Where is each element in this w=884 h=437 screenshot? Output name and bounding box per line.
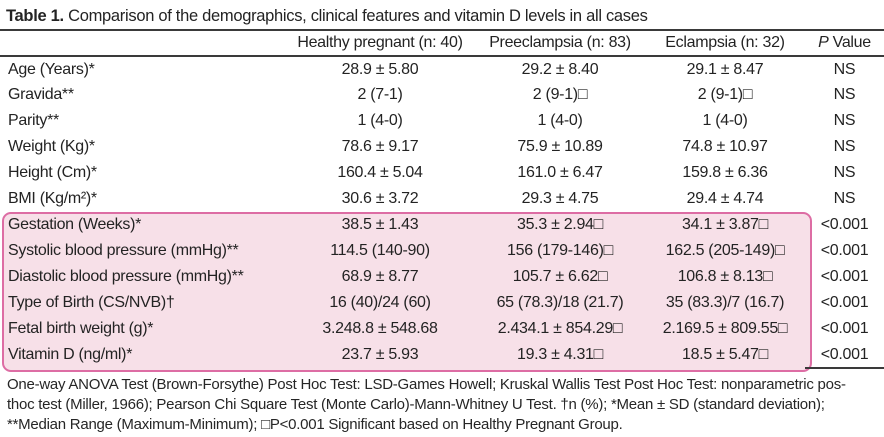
row-label: Height (Cm)* xyxy=(8,164,97,181)
healthy-value: 2 (7-1) xyxy=(357,86,403,103)
eclampsia-value: 106.8 ± 8.13□ xyxy=(677,268,773,285)
healthy-value: 114.5 (140-90) xyxy=(330,242,430,259)
healthy-value: 28.9 ± 5.80 xyxy=(341,60,419,78)
table-footnotes: One-way ANOVA Test (Brown-Forsythe) Post… xyxy=(0,369,884,435)
table-number: Table 1. xyxy=(6,7,64,25)
healthy-value: 78.6 ± 9.17 xyxy=(341,138,419,155)
footnote-line: One-way ANOVA Test (Brown-Forsythe) Post… xyxy=(7,376,846,393)
row-label: Gravida** xyxy=(8,86,74,103)
p-value: NS xyxy=(833,138,856,155)
preeclampsia-value: 29.2 ± 8.40 xyxy=(521,60,599,78)
preeclampsia-value: 19.3 ± 4.31□ xyxy=(516,346,604,363)
preeclampsia-value: 2 (9-1)□ xyxy=(532,86,588,103)
healthy-value: 1 (4-0) xyxy=(357,112,403,129)
header-preeclampsia: Preeclampsia (n: 83) xyxy=(475,31,645,57)
table-row: Parity** 1 (4-0) 1 (4-0) 1 (4-0) NS xyxy=(0,108,884,134)
p-value: <0.001 xyxy=(820,294,869,311)
row-label: Gestation (Weeks)* xyxy=(8,216,142,233)
table-row-highlighted: Fetal birth weight (g)* 3.248.8 ± 548.68… xyxy=(0,316,884,342)
table-row-highlighted: Type of Birth (CS/NVB)† 16 (40)/24 (60) … xyxy=(0,290,884,316)
preeclampsia-value: 35.3 ± 2.94□ xyxy=(516,216,604,233)
row-label: BMI (Kg/m²)* xyxy=(8,190,97,207)
eclampsia-value: 2.169.5 ± 809.55□ xyxy=(662,320,788,337)
table-row-highlighted: Diastolic blood pressure (mmHg)** 68.9 ±… xyxy=(0,264,884,290)
p-value: NS xyxy=(833,112,856,129)
eclampsia-value: 29.4 ± 4.74 xyxy=(686,190,764,207)
p-value: <0.001 xyxy=(820,268,869,285)
row-label: Parity** xyxy=(8,112,59,129)
row-label: Age (Years)* xyxy=(8,60,95,78)
row-label: Systolic blood pressure (mmHg)** xyxy=(8,242,239,259)
preeclampsia-value: 2.434.1 ± 854.29□ xyxy=(497,320,623,337)
table-row-highlighted: Vitamin D (ng/ml)* 23.7 ± 5.93 19.3 ± 4.… xyxy=(0,342,884,369)
row-label: Vitamin D (ng/ml)* xyxy=(8,346,133,363)
table-row: Gravida** 2 (7-1) 2 (9-1)□ 2 (9-1)□ NS xyxy=(0,82,884,108)
footnote-line: **Median Range (Maximum-Minimum); □P<0.0… xyxy=(7,416,623,433)
table-row: Weight (Kg)* 78.6 ± 9.17 75.9 ± 10.89 74… xyxy=(0,134,884,160)
p-value-italic-p: P xyxy=(818,34,829,51)
eclampsia-value: 1 (4-0) xyxy=(702,112,748,129)
eclampsia-value: 2 (9-1)□ xyxy=(697,86,753,103)
p-value: <0.001 xyxy=(820,216,869,233)
p-value: NS xyxy=(833,86,856,103)
header-empty xyxy=(0,31,285,57)
eclampsia-value: 34.1 ± 3.87□ xyxy=(681,216,769,233)
table-caption-text: Comparison of the demographics, clinical… xyxy=(63,7,648,25)
healthy-value: 3.248.8 ± 548.68 xyxy=(322,320,438,337)
healthy-value: 160.4 ± 5.04 xyxy=(337,164,423,181)
preeclampsia-value: 29.3 ± 4.75 xyxy=(521,190,599,207)
healthy-value: 16 (40)/24 (60) xyxy=(329,294,431,311)
preeclampsia-value: 156 (179-146)□ xyxy=(507,242,613,259)
eclampsia-value: 35 (83.3)/7 (16.7) xyxy=(665,294,785,311)
p-value: NS xyxy=(833,164,856,181)
eclampsia-value: 29.1 ± 8.47 xyxy=(686,60,764,78)
header-eclampsia: Eclampsia (n: 32) xyxy=(645,31,805,57)
healthy-value: 38.5 ± 1.43 xyxy=(341,216,419,233)
eclampsia-value: 74.8 ± 10.97 xyxy=(682,138,768,155)
table-caption: Table 1. Comparison of the demographics,… xyxy=(0,0,884,31)
eclampsia-value: 162.5 (205-149)□ xyxy=(665,242,785,259)
p-value-rest: Value xyxy=(832,34,872,51)
table-row: Height (Cm)* 160.4 ± 5.04 161.0 ± 6.47 1… xyxy=(0,160,884,186)
footnote-line: thoc test (Miller, 1966); Pearson Chi Sq… xyxy=(7,396,825,413)
data-table: Healthy pregnant (n: 40) Preeclampsia (n… xyxy=(0,31,884,369)
table-row: Age (Years)* 28.9 ± 5.80 29.2 ± 8.40 29.… xyxy=(0,56,884,82)
p-value: <0.001 xyxy=(820,242,869,259)
header-healthy-pregnant: Healthy pregnant (n: 40) xyxy=(285,31,475,57)
preeclampsia-value: 161.0 ± 6.47 xyxy=(517,164,603,181)
eclampsia-value: 159.8 ± 6.36 xyxy=(682,164,768,181)
row-label: Fetal birth weight (g)* xyxy=(8,320,154,337)
p-value: <0.001 xyxy=(805,342,884,369)
preeclampsia-value: 105.7 ± 6.62□ xyxy=(512,268,608,285)
p-value: NS xyxy=(833,190,856,207)
header-row: Healthy pregnant (n: 40) Preeclampsia (n… xyxy=(0,31,884,57)
preeclampsia-value: 75.9 ± 10.89 xyxy=(517,138,603,155)
row-label: Type of Birth (CS/NVB)† xyxy=(8,294,175,311)
header-p-value: P Value xyxy=(805,31,884,57)
table-row: BMI (Kg/m²)* 30.6 ± 3.72 29.3 ± 4.75 29.… xyxy=(0,186,884,212)
significant-rows-highlight xyxy=(2,212,812,372)
eclampsia-value: 18.5 ± 5.47□ xyxy=(681,346,769,363)
table-row-highlighted: Systolic blood pressure (mmHg)** 114.5 (… xyxy=(0,238,884,264)
healthy-value: 23.7 ± 5.93 xyxy=(341,346,419,363)
table-row-highlighted: Gestation (Weeks)* 38.5 ± 1.43 35.3 ± 2.… xyxy=(0,212,884,238)
preeclampsia-value: 1 (4-0) xyxy=(537,112,583,129)
row-label: Diastolic blood pressure (mmHg)** xyxy=(8,268,244,285)
healthy-value: 68.9 ± 8.77 xyxy=(341,268,419,285)
p-value: NS xyxy=(833,60,856,78)
healthy-value: 30.6 ± 3.72 xyxy=(341,190,419,207)
p-value: <0.001 xyxy=(820,320,869,337)
row-label: Weight (Kg)* xyxy=(8,138,95,155)
preeclampsia-value: 65 (78.3)/18 (21.7) xyxy=(496,294,624,311)
